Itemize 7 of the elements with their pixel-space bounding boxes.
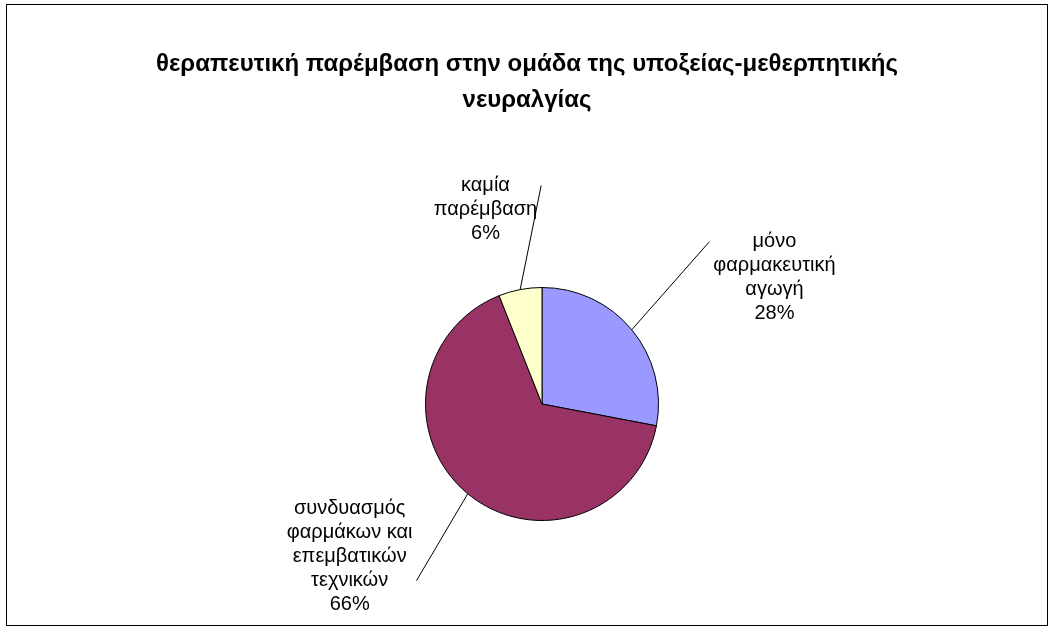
- slice-label: μόνο φαρμακευτική αγωγή: [713, 229, 836, 300]
- chart-title: θεραπευτική παρέμβαση στην ομάδα της υποξείας-μεθερπητικής νευραλγίας: [155, 48, 899, 114]
- data-label: 6%: [471, 220, 501, 243]
- data-label: 66%: [329, 592, 370, 615]
- slice-label: συνδυασμός φαρμάκων και επεμβατικών τεχνικών: [286, 496, 413, 591]
- slice-label: καμία παρέμβαση: [433, 172, 538, 219]
- data-label: 28%: [754, 301, 795, 324]
